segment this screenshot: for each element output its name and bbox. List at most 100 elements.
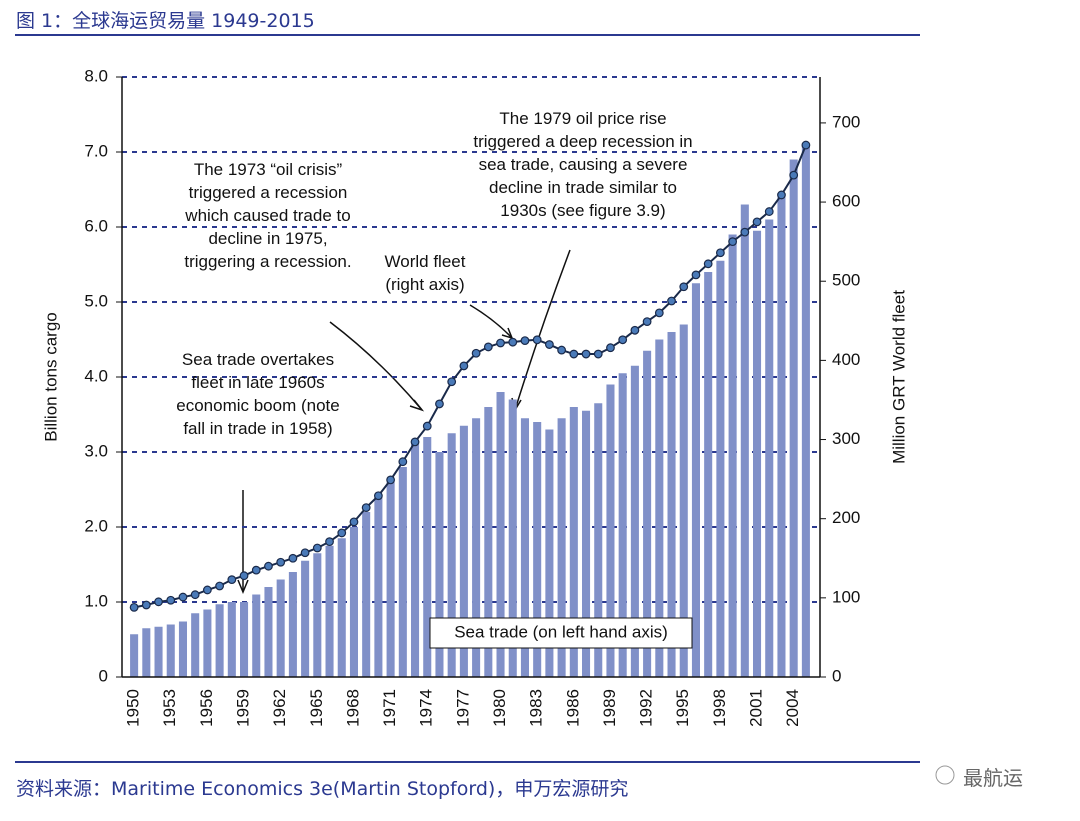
bar [716,260,725,677]
bar [423,437,432,677]
y2-tick-label: 600 [832,192,860,211]
fleet-marker [801,140,811,150]
fleet-marker [215,581,225,591]
fleet-marker [667,296,676,306]
fleet-marker [410,437,420,447]
y2-tick-label: 400 [832,350,860,369]
bar [154,626,163,677]
fleet-marker [459,361,469,371]
y2-tick-label: 500 [832,271,860,290]
x-tick-label: 2004 [783,689,802,727]
bar [643,350,652,677]
y-tick-label: 7.0 [84,141,108,160]
fleet-marker [496,338,505,348]
fleet-marker [728,237,738,247]
x-tick-label: 1977 [453,689,472,727]
fleet-marker [312,543,322,553]
fleet-marker [520,336,530,345]
y-tick-label: 8.0 [84,66,108,85]
bar [594,403,603,677]
bar [496,392,505,677]
fleet-marker [532,335,542,345]
x-tick-label: 1980 [490,689,509,727]
bar [618,373,627,677]
bar [582,410,591,677]
x-tick-label: 1962 [270,689,289,727]
fleet-marker [642,317,652,326]
bar [178,621,187,677]
fleet-marker [154,597,163,607]
bar [374,497,383,677]
fleet-marker [435,399,444,409]
legend-box [429,617,693,649]
bar [533,422,542,677]
fleet-marker [752,217,762,227]
bar [777,197,786,677]
x-tick-label: 1995 [673,689,692,727]
y-tick-label: 0 [99,666,108,685]
y2-axis-title: Million GRT World fleet [889,290,908,464]
fleet-marker [349,517,359,527]
bar [484,407,493,677]
y-tick-label: 1.0 [84,591,108,610]
fleet-marker [654,308,664,318]
fleet-marker [325,537,334,547]
x-tick-label: 1959 [234,689,253,727]
bar [349,527,358,677]
y-tick-label: 2.0 [84,516,108,535]
fleet-marker [679,282,689,292]
annotation: Sea trade overtakes fleet in late 1960s … [176,350,340,438]
source: 资料来源：Maritime Economics 3e(Martin Stopfo… [16,778,629,800]
bar [337,538,346,677]
header-title: 图 1：全球海运贸易量 1949-2015 [16,10,315,32]
bar [606,384,615,677]
bar [362,512,371,677]
fleet-marker [141,600,151,610]
fleet-marker [373,491,383,501]
bar [789,159,798,677]
bar [630,365,639,677]
y-tick-label: 4.0 [84,366,108,385]
bar [520,418,529,677]
fleet-marker [276,557,286,567]
fleet-marker [129,602,139,612]
x-tick-label: 1953 [160,689,179,727]
bar [435,452,444,677]
fleet-marker [398,457,408,467]
bar [655,339,664,677]
wechat-icon [935,765,955,785]
x-tick-label: 1983 [527,689,546,727]
fleet-marker [691,270,701,280]
fleet-marker [703,259,713,269]
fleet-marker [190,590,200,600]
fleet-marker [715,248,725,258]
fleet-marker [300,548,310,558]
fleet-marker [557,345,567,355]
fleet-marker [202,585,212,595]
x-tick-label: 2001 [747,689,766,727]
bar [557,418,566,677]
bar [411,440,420,677]
fleet-marker [361,503,371,513]
y-tick-label: 3.0 [84,441,108,460]
bar [313,553,322,677]
fleet-marker [251,565,261,575]
fleet-marker [422,421,432,431]
y-tick-label: 6.0 [84,216,108,235]
legend-label: Sea trade (on left hand axis) [454,622,668,641]
bar [215,604,224,677]
fleet-marker [471,348,481,358]
fleet-marker [447,377,457,387]
fleet-marker [740,227,750,237]
fleet-marker [606,343,615,353]
bar [691,283,700,677]
fleet-marker [227,575,237,585]
fleet-marker [264,561,273,571]
bar [545,429,554,677]
y2-tick-label: 300 [832,429,860,448]
x-tick-label: 1992 [637,689,656,727]
y2-tick-label: 100 [832,587,860,606]
fleet-marker [483,342,493,352]
